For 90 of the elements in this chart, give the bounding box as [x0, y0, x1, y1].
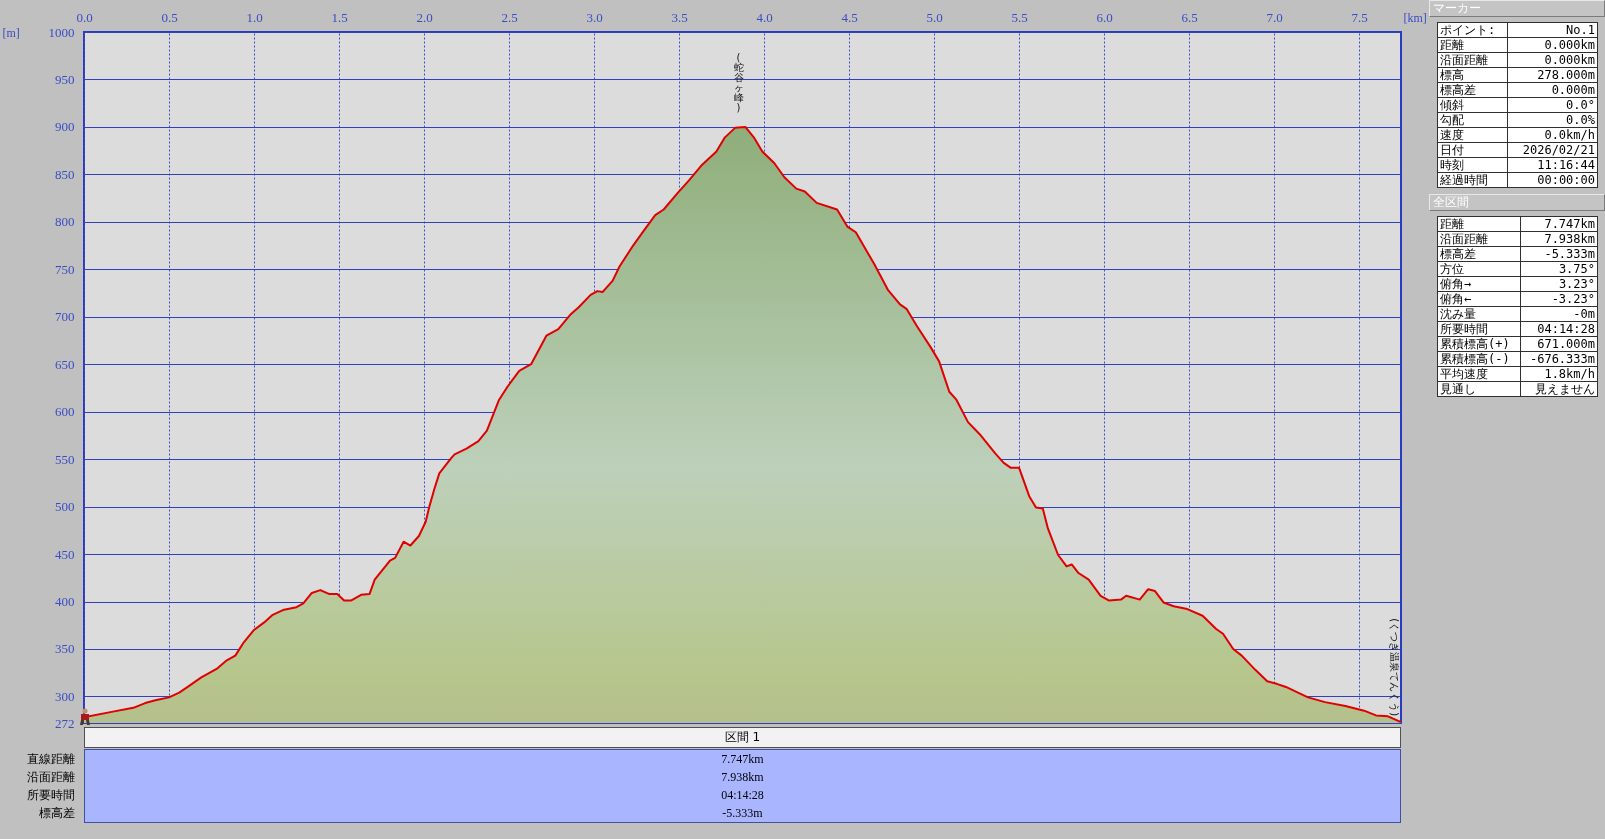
text: 沿面距離 — [1437, 52, 1508, 68]
text: 7.938km — [1520, 231, 1598, 247]
text: 区間 1 — [724, 730, 761, 744]
y-tick-label: 650 — [55, 356, 75, 372]
y-tick-label: 750 — [55, 261, 75, 277]
text: 傾斜 — [1437, 97, 1508, 113]
text: 標高 — [1437, 67, 1508, 83]
x-tick-label: 2.5 — [501, 9, 518, 25]
x-axis-title: [km] — [1403, 10, 1427, 25]
x-tick-label: 0.5 — [161, 9, 178, 25]
text: 日付 — [1437, 142, 1508, 158]
x-tick-label: 7.5 — [1351, 9, 1368, 25]
text: 00:00:00 — [1507, 172, 1598, 188]
text: 俯角← — [1437, 291, 1521, 307]
y-tick-label: 600 — [55, 404, 75, 420]
text: 標高差 — [1437, 82, 1508, 98]
y-tick-label: 350 — [55, 641, 75, 657]
text: 7.938km — [721, 770, 764, 784]
x-tick-label: 0.0 — [76, 9, 93, 25]
text: 直線距離 — [27, 752, 75, 766]
text: No.1 — [1507, 22, 1598, 38]
y-tick-label: 950 — [55, 71, 75, 87]
text: 俯角→ — [1437, 276, 1521, 292]
y-axis-title: [m] — [2, 25, 20, 40]
x-tick-label: 7.0 — [1266, 9, 1283, 25]
text: -676.333m — [1520, 351, 1598, 367]
y-tick-label: 450 — [55, 546, 75, 562]
text: 0.0% — [1507, 112, 1598, 128]
text: 0.0° — [1507, 97, 1598, 113]
text: ポイント: — [1437, 22, 1508, 38]
x-tick-label: 4.5 — [841, 9, 858, 25]
y-tick-label: 500 — [55, 499, 75, 515]
x-tick-label: 3.0 — [586, 9, 603, 25]
text: 沿面距離 — [1437, 231, 1521, 247]
x-tick-label: 5.0 — [926, 9, 943, 25]
text: 0.000m — [1507, 82, 1598, 98]
text: 標高差 — [39, 806, 75, 820]
text: 累積標高(+) — [1437, 336, 1521, 352]
text: -5.333m — [722, 806, 763, 820]
text: 2026/02/21 — [1507, 142, 1598, 158]
text: 方位 — [1437, 261, 1521, 277]
text: 0.000km — [1507, 52, 1598, 68]
text: 671.000m — [1520, 336, 1598, 352]
text: 所要時間 — [1437, 321, 1521, 337]
x-tick-label: 6.0 — [1096, 9, 1113, 25]
y-tick-label: 272 — [55, 715, 75, 731]
y-tick-label: 1000 — [48, 24, 75, 40]
y-tick-label: 400 — [55, 594, 75, 610]
text: 標高差 — [1437, 246, 1521, 262]
x-tick-label: 3.5 — [671, 9, 688, 25]
x-tick-label: 4.0 — [756, 9, 773, 25]
text: -0m — [1520, 306, 1598, 322]
text: 沿面距離 — [27, 770, 75, 784]
text: 1.8km/h — [1520, 366, 1598, 382]
text: 累積標高(-) — [1437, 351, 1521, 367]
y-tick-label: 800 — [55, 214, 75, 230]
text: 速度 — [1437, 127, 1508, 143]
annotation: (くつき温泉てんくう) — [1389, 618, 1400, 717]
y-tick-label: 300 — [55, 688, 75, 704]
text: 3.23° — [1520, 276, 1598, 292]
text: 7.747km — [1520, 216, 1598, 232]
x-tick-label: 6.5 — [1181, 9, 1198, 25]
text: 見えません — [1520, 381, 1598, 397]
text: 距離 — [1437, 216, 1521, 232]
text: 所要時間 — [27, 788, 75, 802]
text: 時刻 — [1437, 157, 1508, 173]
text: 沈み量 — [1437, 306, 1521, 322]
x-tick-label: 1.0 — [246, 9, 263, 25]
y-tick-label: 550 — [55, 451, 75, 467]
x-tick-label: 2.0 — [416, 9, 433, 25]
y-tick-label: 700 — [55, 309, 75, 325]
x-tick-label: 1.5 — [331, 9, 348, 25]
text: 距離 — [1437, 37, 1508, 53]
text: 3.75° — [1520, 261, 1598, 277]
text: 勾配 — [1437, 112, 1508, 128]
text: -5.333m — [1520, 246, 1598, 262]
text: 04:14:28 — [1520, 321, 1598, 337]
text: 04:14:28 — [721, 788, 764, 802]
x-tick-label: 5.5 — [1011, 9, 1028, 25]
text: 0.000km — [1507, 37, 1598, 53]
text: 11:16:44 — [1507, 157, 1598, 173]
text: -3.23° — [1520, 291, 1598, 307]
text: 278.000m — [1507, 67, 1598, 83]
text: 7.747km — [721, 752, 764, 766]
text: 経過時間 — [1437, 172, 1508, 188]
y-tick-label: 900 — [55, 119, 75, 135]
text: 0.0km/h — [1507, 127, 1598, 143]
y-tick-label: 850 — [55, 166, 75, 182]
text: 平均速度 — [1437, 366, 1521, 382]
text: 見通し — [1437, 381, 1521, 397]
